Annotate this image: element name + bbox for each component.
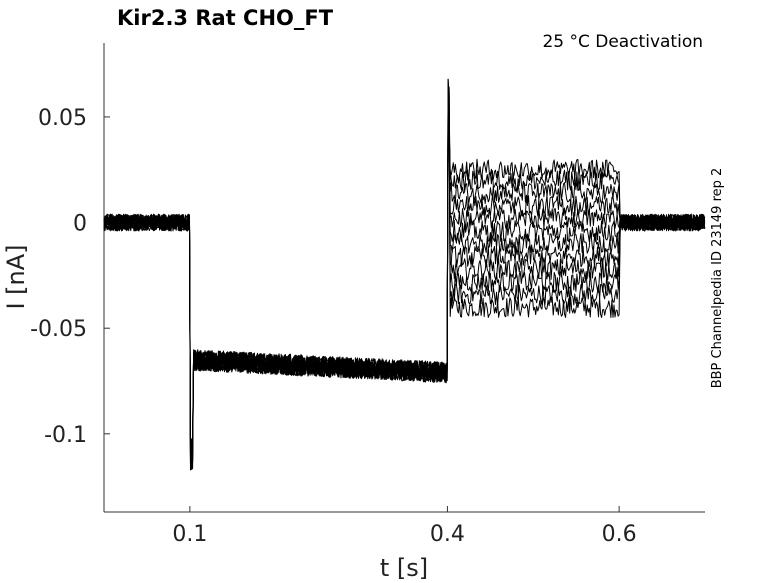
current-trace-1 [103, 78, 706, 459]
current-trace-7 [103, 125, 706, 464]
y-tick-label: 0.05 [38, 106, 87, 131]
x-tick-label: 0.6 [602, 522, 637, 547]
chart-title: Kir2.3 Rat CHO_FT [117, 6, 334, 30]
y-tick-label: 0 [73, 212, 87, 237]
channelpedia-id-note: BBP Channelpedia ID 23149 rep 2 [710, 168, 725, 389]
x-tick-label: 0.4 [430, 522, 465, 547]
y-tick-label: -0.1 [44, 423, 87, 448]
x-axis-ticks: 0.1 0.4 0.6 [172, 506, 637, 547]
current-trace-6 [103, 111, 706, 470]
y-axis-label: I [nA] [2, 244, 30, 309]
current-trace-5 [103, 87, 706, 467]
current-trace-9 [103, 86, 705, 455]
current-trace-3 [103, 113, 706, 468]
chart-subtitle: 25 °C Deactivation [542, 32, 703, 52]
y-axis-ticks: 0.05 0 -0.05 -0.1 [30, 106, 110, 448]
y-tick-label: -0.05 [30, 317, 87, 342]
x-axis-label: t [s] [380, 554, 428, 582]
current-traces [103, 78, 706, 471]
current-trace-12 [103, 84, 706, 451]
current-trace-8 [103, 104, 706, 471]
current-trace-4 [103, 78, 706, 469]
x-tick-label: 0.1 [172, 522, 207, 547]
